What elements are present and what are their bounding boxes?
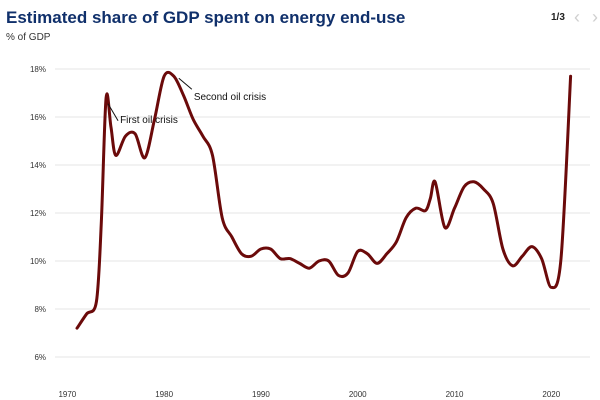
series-line <box>75 70 573 330</box>
y-tick-label: 6% <box>34 353 46 362</box>
chart-title: Estimated share of GDP spent on energy e… <box>6 8 406 27</box>
annotation-second-oil-crisis: Second oil crisis <box>194 92 266 103</box>
y-axis-unit-label: % of GDP <box>6 32 51 43</box>
x-tick-label: 1990 <box>252 390 270 399</box>
annotation-leader-line <box>178 77 193 90</box>
annotation-first-oil-crisis: First oil crisis <box>120 115 178 126</box>
previous-chart-button[interactable]: ‹ <box>574 8 580 26</box>
page-indicator: 1/3 <box>551 12 565 23</box>
x-tick-label: 1980 <box>155 390 173 399</box>
annotation-leader-line <box>107 103 119 122</box>
chevron-right-icon: › <box>592 7 598 27</box>
y-tick-label: 10% <box>30 257 46 266</box>
chevron-left-icon: ‹ <box>574 7 580 27</box>
x-tick-label: 2000 <box>349 390 367 399</box>
y-tick-label: 8% <box>34 305 46 314</box>
x-tick-label: 2020 <box>542 390 560 399</box>
y-tick-label: 16% <box>30 113 46 122</box>
y-tick-label: 12% <box>30 209 46 218</box>
y-tick-label: 14% <box>30 161 46 170</box>
x-tick-label: 1970 <box>58 390 76 399</box>
y-tick-label: 18% <box>30 65 46 74</box>
next-chart-button[interactable]: › <box>592 8 598 26</box>
x-tick-label: 2010 <box>446 390 464 399</box>
